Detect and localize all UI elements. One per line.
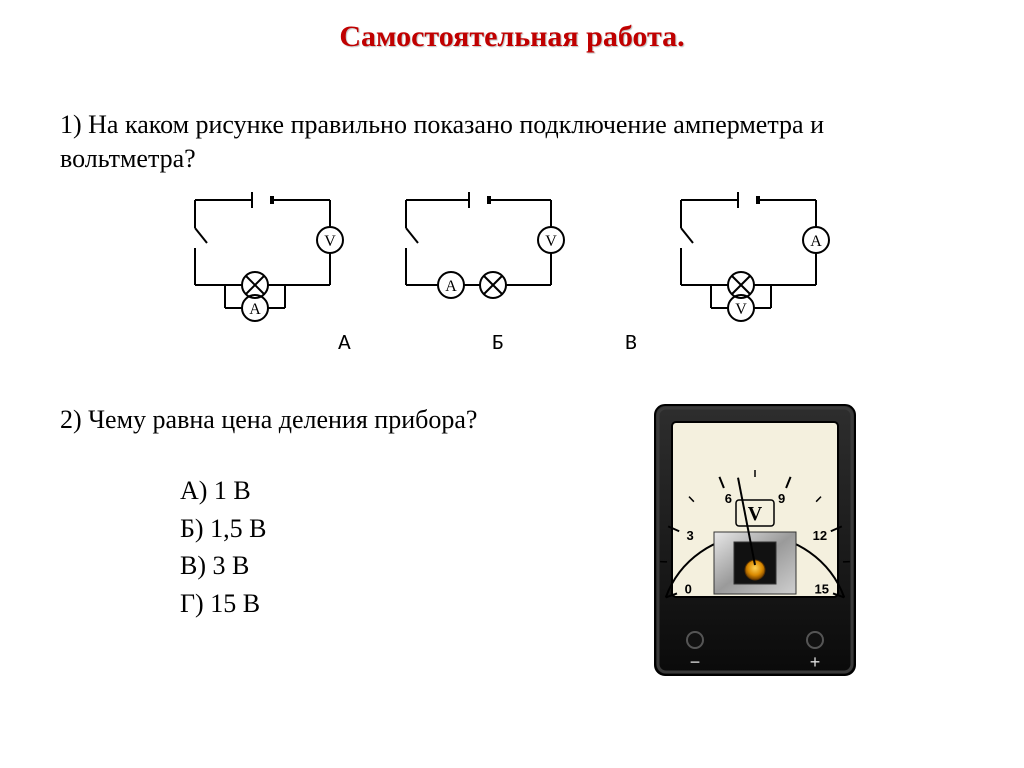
circuit-a-series-label: V [324, 233, 336, 250]
svg-text:3: 3 [687, 528, 694, 543]
terminal-minus: − [690, 652, 701, 672]
circuit-c-series-label: A [810, 233, 822, 250]
page: Самостоятельная работа. 1) На каком рису… [0, 0, 1024, 768]
q2-options: А) 1 В Б) 1,5 В В) 3 В Г) 15 В [180, 472, 266, 623]
circuit-b-svg: V A [391, 190, 566, 310]
circuit-a-parallel-label: A [249, 301, 261, 318]
svg-text:12: 12 [813, 528, 827, 543]
svg-text:9: 9 [778, 491, 785, 506]
circuit-a-svg: V A [180, 190, 345, 325]
circuit-b-series-a: A [445, 278, 457, 295]
question-1-text: 1) На каком рисунке правильно показано п… [60, 108, 944, 176]
circuit-c-parallel-label: V [735, 301, 747, 318]
circuit-c-svg: A V [666, 190, 831, 325]
circuits-row: V A [180, 190, 831, 325]
q2-option-b: Б) 1,5 В [180, 510, 266, 548]
terminal-plus: + [810, 652, 821, 672]
label-a: А [338, 328, 351, 355]
voltmeter-gauge: 0 3 6 9 12 15 V − + [650, 400, 860, 680]
circuit-a: V A [180, 190, 345, 325]
gauge-unit: V [748, 503, 763, 525]
label-c: В [625, 328, 637, 355]
svg-text:15: 15 [814, 581, 828, 596]
svg-text:6: 6 [725, 491, 732, 506]
q2-option-d: Г) 15 В [180, 585, 266, 623]
voltmeter-svg: 0 3 6 9 12 15 V − + [650, 400, 860, 680]
svg-text:0: 0 [685, 581, 692, 596]
q2-option-a: А) 1 В [180, 472, 266, 510]
question-2-text: 2) Чему равна цена деления прибора? [60, 405, 477, 435]
label-b: Б [492, 328, 504, 355]
circuit-b: V A [391, 190, 566, 310]
page-title: Самостоятельная работа. [0, 20, 1024, 54]
circuit-c: A V [666, 190, 831, 325]
circuit-b-series-v: V [545, 233, 557, 250]
q2-option-c: В) 3 В [180, 547, 266, 585]
